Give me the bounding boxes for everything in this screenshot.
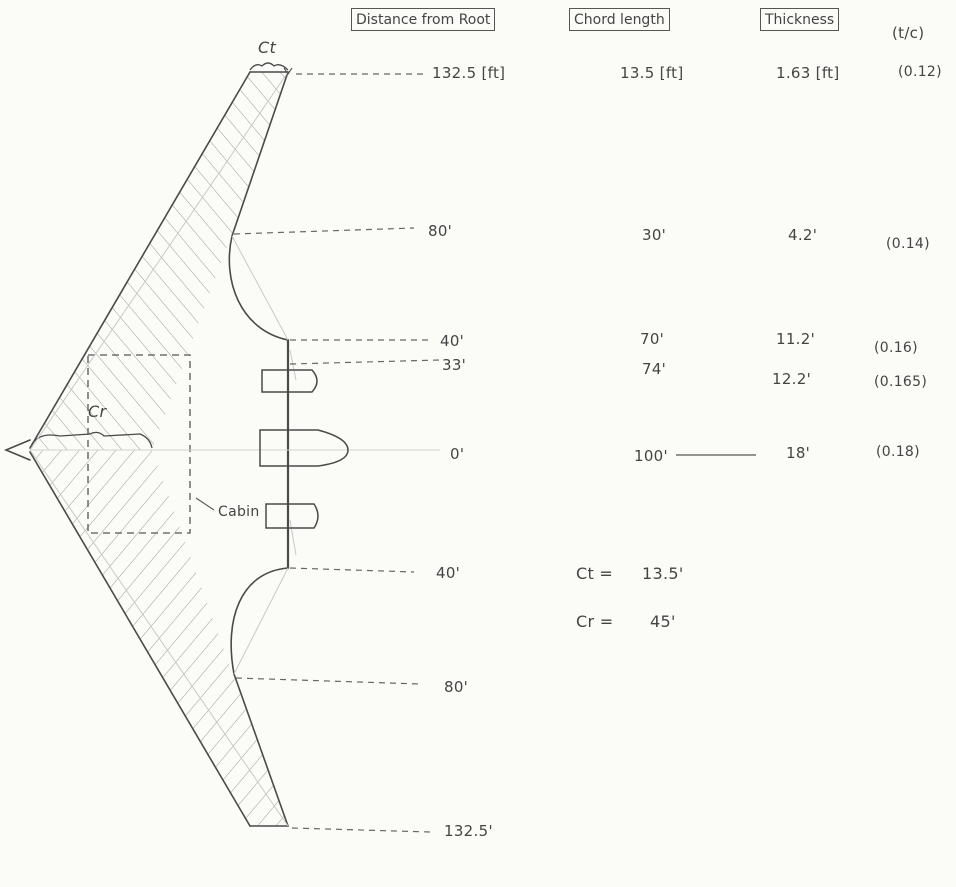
trailing-edge-lower (230, 567, 289, 827)
cabin-leader (195, 497, 215, 511)
row-40-chord: 70' (640, 330, 665, 348)
row-33-distance: 33' (442, 356, 467, 374)
station-leader-80-bottom (235, 677, 421, 685)
header-chord-length: Chord length (569, 8, 670, 31)
construction-line (231, 235, 289, 341)
row-root-tc: (0.18) (876, 444, 920, 460)
summary-ct-label: Ct = (576, 564, 614, 583)
engine-pod-lower (265, 503, 319, 529)
row-tip-chord: 13.5 [ft] (620, 64, 684, 82)
cr-brace (31, 431, 153, 449)
engine-pod-center (259, 429, 349, 467)
row-40-thickness: 11.2' (776, 330, 816, 348)
construction-line (29, 71, 289, 451)
row-80-tc: (0.14) (886, 236, 930, 252)
header-distance-from-root: Distance from Root (351, 8, 496, 31)
engine-pod-upper (261, 369, 318, 393)
row-tip-thickness: 1.63 [ft] (776, 64, 840, 82)
trailing-edge-upper (228, 71, 289, 341)
row-33-chord: 74' (642, 360, 667, 378)
summary-cr-value: 45' (650, 612, 676, 631)
station-leader-40-bottom (289, 567, 415, 573)
row-40-tc: (0.16) (874, 340, 918, 356)
row-33-tc: (0.165) (874, 374, 928, 390)
header-t-over-c: (t/c) (892, 24, 925, 42)
summary-cr-label: Cr = (576, 612, 614, 631)
row-80-chord: 30' (642, 226, 667, 244)
station-leader-tip-bottom (291, 827, 431, 833)
row-40-distance: 40' (440, 332, 465, 350)
row-root-thickness: 18' (786, 444, 811, 462)
construction-line (289, 519, 297, 556)
nose-point (3, 439, 31, 461)
summary-ct-value: 13.5' (642, 564, 684, 583)
leading-edge-upper (29, 71, 251, 449)
row-tip-tc: (0.12) (898, 64, 942, 80)
lower-station-132: 132.5' (444, 822, 493, 840)
row-80-thickness: 4.2' (788, 226, 818, 244)
row-root-chord: 100' (634, 447, 668, 465)
row-root-distance: 0' (450, 445, 465, 463)
ct-brace (249, 62, 289, 71)
leading-edge-lower (29, 451, 251, 827)
construction-line (233, 567, 289, 675)
label-cr: Cr (88, 402, 107, 421)
arrow-tip (283, 67, 293, 75)
cabin-outline (87, 354, 191, 534)
row-80-distance: 80' (428, 222, 453, 240)
station-leader-33-top (289, 359, 441, 365)
row-33-thickness: 12.2' (772, 370, 812, 388)
row-tip-distance: 132.5 [ft] (432, 64, 506, 82)
lower-station-40: 40' (436, 564, 461, 582)
construction-line (289, 349, 297, 381)
label-ct: Ct (258, 38, 277, 57)
lower-station-80: 80' (444, 678, 469, 696)
construction-line (29, 449, 289, 827)
header-thickness: Thickness (760, 8, 840, 31)
station-leader-80-top (233, 227, 415, 235)
label-cabin: Cabin (218, 504, 260, 520)
